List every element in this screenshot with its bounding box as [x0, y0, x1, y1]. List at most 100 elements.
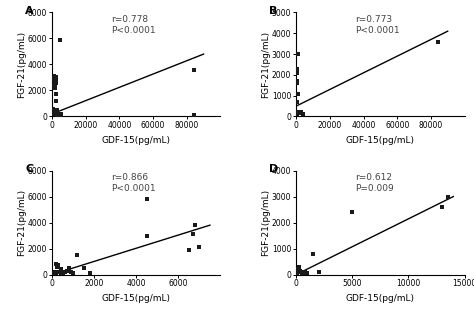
Point [57, 267, 64, 272]
Point [57, 113, 64, 118]
Point [65, 266, 73, 271]
Point [293, 68, 301, 73]
Point [54, 111, 62, 116]
Point [295, 264, 303, 269]
Point [49, 107, 57, 113]
Y-axis label: FGF-21(pg/mL): FGF-21(pg/mL) [18, 189, 27, 256]
Point [315, 270, 322, 275]
Point [434, 39, 441, 44]
Point [301, 270, 309, 275]
Point [196, 245, 203, 250]
Point [299, 112, 307, 117]
Point [63, 268, 71, 273]
Point [309, 251, 317, 256]
Point [55, 111, 63, 116]
Point [50, 271, 58, 276]
Point [50, 83, 57, 88]
Point [293, 79, 301, 84]
Text: B: B [269, 6, 278, 16]
Point [185, 247, 193, 252]
Point [49, 109, 57, 114]
Point [299, 270, 307, 275]
Point [143, 233, 151, 238]
Point [58, 111, 65, 116]
Point [191, 113, 198, 118]
Point [54, 264, 61, 269]
Point [298, 271, 306, 276]
Point [86, 271, 94, 276]
Text: r=0.773: r=0.773 [355, 15, 392, 24]
Point [293, 66, 301, 71]
Point [438, 204, 446, 209]
Point [50, 78, 57, 83]
Point [298, 110, 305, 115]
Point [53, 271, 60, 276]
Point [50, 74, 58, 79]
X-axis label: GDF-15(pg/mL): GDF-15(pg/mL) [346, 136, 415, 145]
Point [52, 80, 59, 85]
Point [52, 270, 59, 275]
Point [51, 81, 58, 86]
X-axis label: GDF-15(pg/mL): GDF-15(pg/mL) [346, 294, 415, 303]
Point [54, 107, 61, 113]
Point [53, 92, 60, 97]
Text: P<0.0001: P<0.0001 [111, 26, 155, 35]
Point [53, 98, 60, 103]
Point [54, 113, 61, 118]
X-axis label: GDF-15(pg/mL): GDF-15(pg/mL) [102, 294, 171, 303]
Text: P=0.009: P=0.009 [355, 184, 394, 193]
Point [57, 271, 64, 276]
Point [50, 85, 58, 90]
Text: r=0.778: r=0.778 [111, 15, 148, 24]
Point [69, 271, 77, 276]
Point [49, 111, 56, 116]
Point [302, 271, 310, 276]
Point [296, 270, 303, 275]
Point [55, 263, 62, 268]
Text: C: C [25, 164, 33, 174]
Point [294, 91, 301, 96]
Point [54, 113, 62, 118]
Point [300, 271, 308, 276]
Point [53, 110, 61, 115]
Text: D: D [269, 164, 279, 174]
Point [293, 100, 301, 105]
Point [51, 85, 58, 90]
Text: r=0.866: r=0.866 [111, 173, 148, 182]
Text: P<0.0001: P<0.0001 [355, 26, 400, 35]
Point [49, 110, 57, 115]
Point [295, 111, 302, 116]
Point [293, 271, 301, 276]
Y-axis label: FGF-21(pg/mL): FGF-21(pg/mL) [262, 31, 271, 98]
Point [73, 252, 81, 257]
Point [293, 70, 301, 75]
Point [189, 232, 197, 237]
Point [191, 223, 199, 228]
Point [304, 271, 311, 276]
Point [52, 75, 60, 80]
Point [293, 112, 301, 117]
Point [296, 268, 304, 273]
Text: r=0.612: r=0.612 [355, 173, 392, 182]
Point [190, 67, 197, 72]
X-axis label: GDF-15(pg/mL): GDF-15(pg/mL) [102, 136, 171, 145]
Point [444, 194, 451, 199]
Point [293, 110, 301, 115]
Point [49, 106, 57, 111]
Point [295, 270, 302, 275]
Point [293, 81, 301, 86]
Point [55, 270, 62, 275]
Text: A: A [25, 6, 34, 16]
Point [297, 270, 304, 275]
Point [53, 262, 60, 267]
Y-axis label: FGF-21(pg/mL): FGF-21(pg/mL) [262, 189, 271, 256]
Point [56, 37, 64, 42]
Point [294, 51, 301, 56]
Point [295, 267, 302, 272]
Point [67, 270, 75, 275]
Point [143, 197, 151, 202]
Point [61, 270, 69, 275]
Point [59, 271, 66, 276]
Point [348, 210, 356, 215]
Y-axis label: FGF-21(pg/mL): FGF-21(pg/mL) [18, 31, 27, 98]
